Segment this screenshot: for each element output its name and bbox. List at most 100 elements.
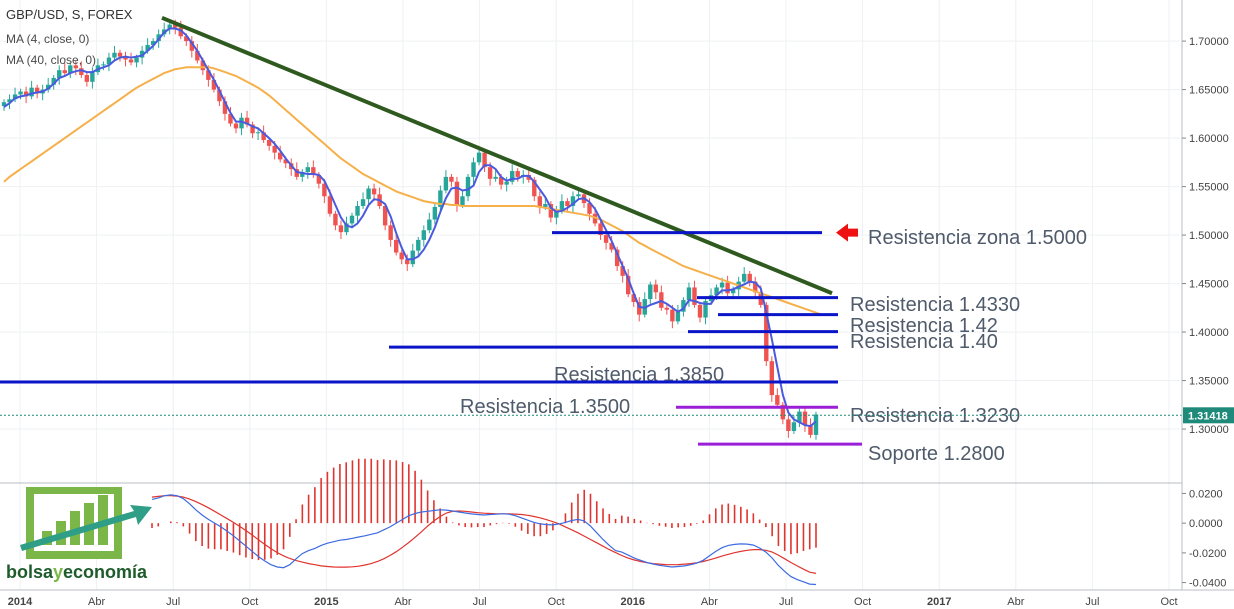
x-tick-label: 2016 [621,596,645,608]
candle-body [277,152,283,160]
y-tick-label: 1.60000 [1189,133,1229,145]
last-price-label: 1.31418 [1188,410,1228,422]
candle-body [631,294,636,302]
candle-body [614,249,620,267]
candle-body [730,289,736,294]
level-label: Resistencia 1.3500 [460,396,630,418]
candle-body [360,199,366,206]
candle-body [233,123,239,129]
x-tick-label: Abr [88,596,105,608]
candle-body [780,404,786,420]
candle-body [786,419,791,431]
candle-body [697,304,703,318]
x-tick-label: Abr [394,596,411,608]
candle-body [217,89,222,102]
candle-body [427,219,432,231]
y-tick-label: 1.65000 [1189,85,1229,97]
candle-body [189,41,195,51]
level-label: Soporte 1.2800 [868,443,1005,465]
candle-body [167,24,172,30]
candle-body [753,281,758,293]
candle-body [128,59,134,63]
ma-slow-label: MA (40, close, 0) [6,53,97,67]
level-label: Resistencia 1.3230 [850,405,1020,427]
candle-body [117,52,123,57]
candle-body [808,425,813,435]
x-tick-label: 2014 [8,596,33,608]
y-tick-label: 1.70000 [1189,36,1229,48]
x-tick-label: 2017 [927,596,951,608]
candle-body [393,239,399,253]
candle-body [797,411,802,423]
y-tick-label: 1.40000 [1189,327,1229,339]
candle-body [388,225,393,240]
macd-y-tick-label: 0.0200 [1189,488,1223,500]
candle-body [548,204,554,218]
candle-body [410,250,415,265]
candle-body [576,194,581,197]
x-tick-label: Oct [854,596,871,608]
last-price-tag [1183,407,1234,424]
candle-body [123,56,128,60]
candle-body [173,24,178,28]
candle-body [206,70,211,80]
candle-body [543,204,548,207]
candle-body [692,287,697,305]
macd-line [151,494,817,586]
candle-body [714,287,719,296]
candle-body [625,275,631,295]
candle-body [802,411,808,426]
candle-body [471,162,476,177]
candle-body [338,225,344,233]
candle-body [813,414,819,435]
candle-body [51,77,56,85]
candle-body [195,50,200,61]
candle-body [565,201,570,206]
candle-body [587,203,592,214]
candle-body [101,64,106,66]
candle-body [139,50,145,58]
candle-body [741,273,747,282]
candle-body [62,70,67,74]
candle-body [73,65,79,69]
candle-body [45,84,51,90]
candle-body [322,183,327,197]
candle-body [316,174,322,184]
level-label: Resistencia 1.42 [850,315,998,337]
candle-body [432,206,438,220]
candle-body [399,252,404,260]
candle-body [454,181,460,206]
candle-body [609,242,614,250]
candle-body [333,213,338,226]
candle-body [57,70,62,78]
candle-body [791,422,797,431]
y-tick-label: 1.30000 [1189,424,1229,436]
macd-y-tick-label: -0.0200 [1189,548,1226,560]
candle-body [178,27,183,37]
candle-body [371,188,377,195]
candle-body [664,307,670,310]
y-tick-label: 1.35000 [1189,376,1229,388]
candle-body [559,201,565,211]
y-tick-label: 1.45000 [1189,279,1229,291]
candle-body [460,196,465,206]
candle-body [1,102,7,107]
x-tick-label: Oct [1160,596,1177,608]
candle-body [465,176,471,197]
candle-body [620,266,625,276]
candle-body [509,171,515,182]
candle-body [482,152,487,168]
candle-body [603,235,609,243]
candle-body [211,79,217,90]
candle-body [255,132,261,134]
candle-body [487,167,493,179]
candle-body [134,57,139,63]
candle-body [84,75,90,82]
candle-body [775,395,780,405]
ma-fast-line [3,27,817,428]
candle-body [283,159,288,164]
candle-body [327,196,333,214]
candle-body [382,205,388,226]
candle-body [769,361,775,396]
